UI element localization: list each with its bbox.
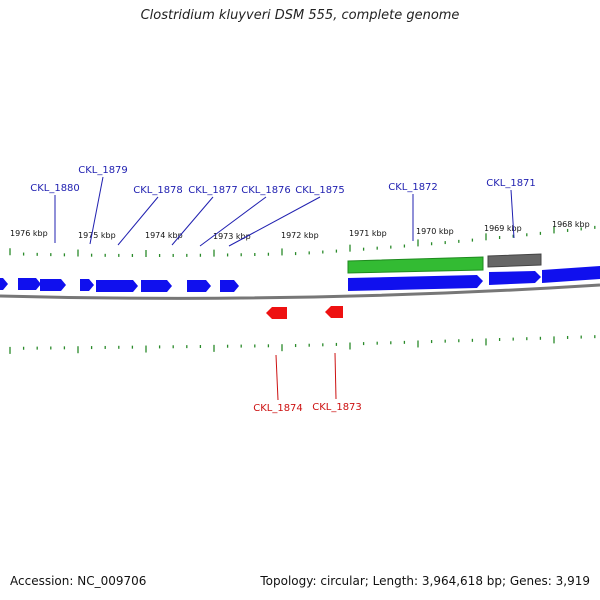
genome-backbone (0, 283, 600, 300)
gray-feature[interactable] (487, 253, 542, 268)
minus-strand-genes (266, 306, 343, 319)
plus-label-leaders (54, 176, 515, 247)
gene-label-ckl-1875[interactable]: CKL_1875 (295, 185, 345, 196)
tick-label-1972: 1972 kbp (281, 231, 319, 240)
gene-arrow[interactable] (187, 280, 211, 292)
gene-arrow[interactable] (325, 306, 343, 318)
tick-label-1975: 1975 kbp (78, 231, 116, 240)
tick-label-1968: 1968 kbp (552, 220, 590, 229)
map-title: Clostridium kluyveri DSM 555, complete g… (140, 8, 460, 23)
tick-label-1973: 1973 kbp (213, 232, 251, 241)
gene-arrow[interactable] (266, 307, 287, 319)
tick-label-1976: 1976 kbp (10, 229, 48, 238)
gene-arrow[interactable] (141, 280, 172, 292)
minus-label-leaders (275, 352, 337, 401)
kbp-labels: 1976 kbp 1975 kbp 1974 kbp 1973 kbp 1972… (10, 220, 590, 241)
genome-summary-text: Topology: circular; Length: 3,964,618 bp… (260, 574, 590, 588)
plus-strand-genes (0, 266, 600, 292)
gene-arrow[interactable] (489, 271, 541, 285)
gene-arrow[interactable] (348, 275, 483, 291)
gene-label-ckl-1876[interactable]: CKL_1876 (241, 185, 291, 196)
tick-label-1970: 1970 kbp (416, 227, 454, 236)
upper-tick-row (9, 225, 596, 257)
gene-label-ckl-1871[interactable]: CKL_1871 (486, 178, 536, 189)
gene-arrow[interactable] (0, 278, 8, 290)
gene-label-ckl-1879[interactable]: CKL_1879 (78, 165, 128, 176)
gene-arrow[interactable] (542, 266, 600, 283)
accession-text: Accession: NC_009706 (10, 574, 147, 588)
tick-label-1971: 1971 kbp (349, 229, 387, 238)
gene-label-ckl-1873[interactable]: CKL_1873 (312, 402, 362, 413)
gene-label-ckl-1874[interactable]: CKL_1874 (253, 403, 303, 414)
gene-arrow[interactable] (80, 279, 94, 291)
gene-arrow[interactable] (220, 280, 239, 292)
gene-label-ckl-1872[interactable]: CKL_1872 (388, 182, 438, 193)
gene-label-ckl-1880[interactable]: CKL_1880 (30, 183, 80, 194)
lower-tick-row (9, 335, 596, 354)
green-feature[interactable] (347, 256, 484, 274)
gene-arrow[interactable] (96, 280, 138, 292)
gene-arrow[interactable] (18, 278, 41, 290)
tick-label-1969: 1969 kbp (484, 224, 522, 233)
tick-label-1974: 1974 kbp (145, 231, 183, 240)
gene-label-ckl-1878[interactable]: CKL_1878 (133, 185, 183, 196)
gene-arrow[interactable] (40, 279, 66, 291)
gene-label-ckl-1877[interactable]: CKL_1877 (188, 185, 238, 196)
